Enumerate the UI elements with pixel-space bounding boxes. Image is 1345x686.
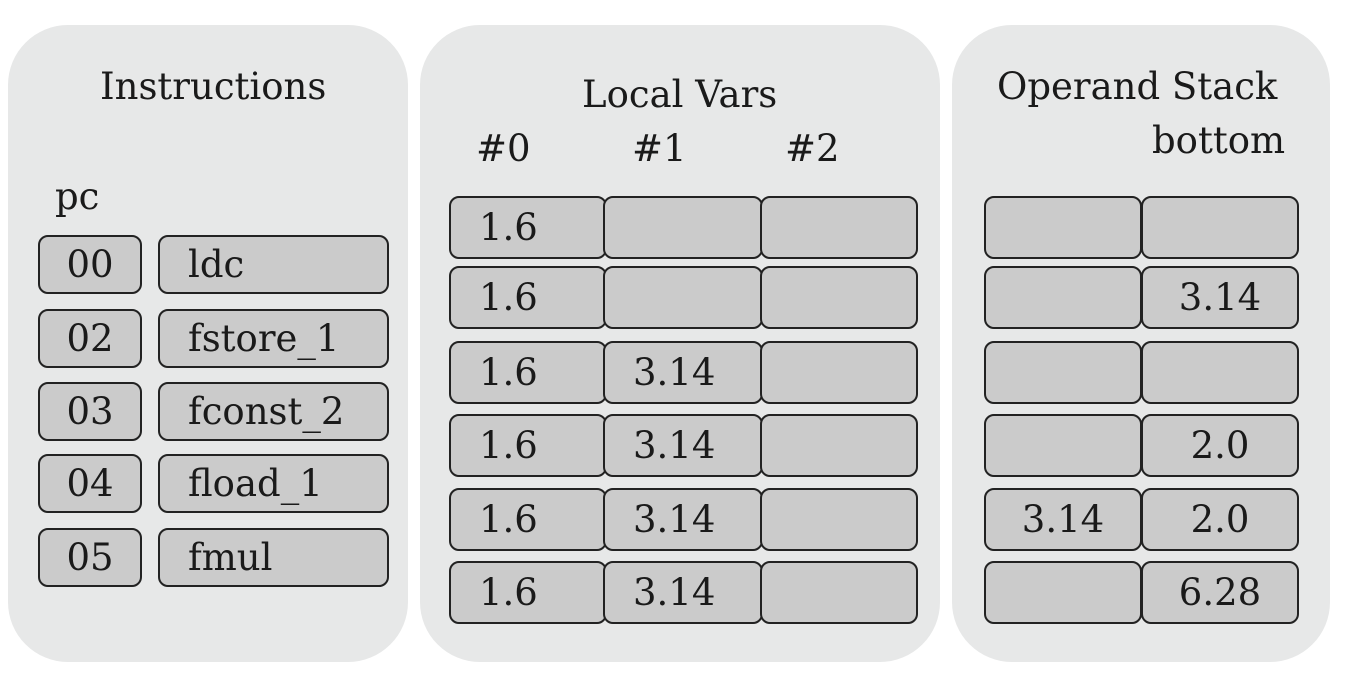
pc-cell: 02 [38, 309, 142, 368]
local-var-slot: 3.14 [603, 414, 763, 477]
slot-value: 1.6 [479, 498, 538, 541]
local-var-slot [760, 196, 918, 259]
stack-slot [1141, 196, 1299, 259]
slot-value: 3.14 [1021, 498, 1105, 541]
local-var-slot [603, 196, 763, 259]
pc-cell: 04 [38, 454, 142, 513]
local-var-slot [760, 341, 918, 404]
instruction-cell: fmul [158, 528, 389, 587]
slot-value: 1.6 [479, 351, 538, 394]
local-var-slot: 3.14 [603, 341, 763, 404]
stack-slot: 3.14 [1141, 266, 1299, 329]
slot-value: 6.28 [1178, 571, 1262, 614]
slot-value: 1.6 [479, 276, 538, 319]
local-var-header: #2 [785, 127, 840, 170]
slot-value: 1.6 [479, 424, 538, 467]
stack-slot [1141, 341, 1299, 404]
instruction-cell: fload_1 [158, 454, 389, 513]
instruction-value: fmul [188, 536, 273, 579]
pc-value: 05 [66, 536, 114, 579]
pc-value: 04 [66, 462, 114, 505]
stack-bottom-label: bottom [1152, 119, 1286, 162]
slot-value: 2.0 [1190, 424, 1250, 467]
instruction-value: fconst_2 [188, 390, 345, 433]
slot-value: 3.14 [633, 424, 716, 467]
pc-label: pc [55, 175, 100, 218]
local-var-slot: 1.6 [449, 341, 607, 404]
operand-stack-title: Operand Stack [997, 65, 1278, 108]
slot-value: 3.14 [633, 571, 716, 614]
stack-slot [984, 196, 1142, 259]
instruction-value: fstore_1 [188, 317, 340, 360]
local-var-slot [760, 414, 918, 477]
local-var-slot: 1.6 [449, 561, 607, 624]
pc-value: 03 [66, 390, 114, 433]
stack-slot [984, 414, 1142, 477]
instruction-cell: ldc [158, 235, 389, 294]
local-var-slot: 1.6 [449, 414, 607, 477]
instructions-title: Instructions [100, 65, 327, 108]
instruction-value: fload_1 [188, 462, 323, 505]
stack-slot [984, 561, 1142, 624]
slot-value: 1.6 [479, 206, 538, 249]
slot-value: 3.14 [633, 351, 716, 394]
stack-slot: 2.0 [1141, 488, 1299, 551]
stack-slot: 3.14 [984, 488, 1142, 551]
slot-value: 3.14 [1178, 276, 1262, 319]
instruction-cell: fstore_1 [158, 309, 389, 368]
pc-cell: 00 [38, 235, 142, 294]
stack-slot [984, 341, 1142, 404]
local-var-slot [760, 488, 918, 551]
local-var-header: #1 [632, 127, 687, 170]
pc-value: 02 [66, 317, 114, 360]
local-var-slot: 1.6 [449, 196, 607, 259]
local-var-slot [603, 266, 763, 329]
pc-cell: 03 [38, 382, 142, 441]
pc-cell: 05 [38, 528, 142, 587]
local-var-header: #0 [476, 127, 531, 170]
local-vars-title: Local Vars [582, 73, 778, 116]
stack-slot: 6.28 [1141, 561, 1299, 624]
local-var-slot [760, 561, 918, 624]
local-var-slot: 1.6 [449, 266, 607, 329]
slot-value: 3.14 [633, 498, 716, 541]
slot-value: 2.0 [1190, 498, 1250, 541]
local-var-slot [760, 266, 918, 329]
stack-slot [984, 266, 1142, 329]
instruction-cell: fconst_2 [158, 382, 389, 441]
slot-value: 1.6 [479, 571, 538, 614]
local-var-slot: 3.14 [603, 561, 763, 624]
pc-value: 00 [66, 243, 114, 286]
local-var-slot: 1.6 [449, 488, 607, 551]
local-var-slot: 3.14 [603, 488, 763, 551]
instruction-value: ldc [188, 243, 245, 286]
stack-slot: 2.0 [1141, 414, 1299, 477]
